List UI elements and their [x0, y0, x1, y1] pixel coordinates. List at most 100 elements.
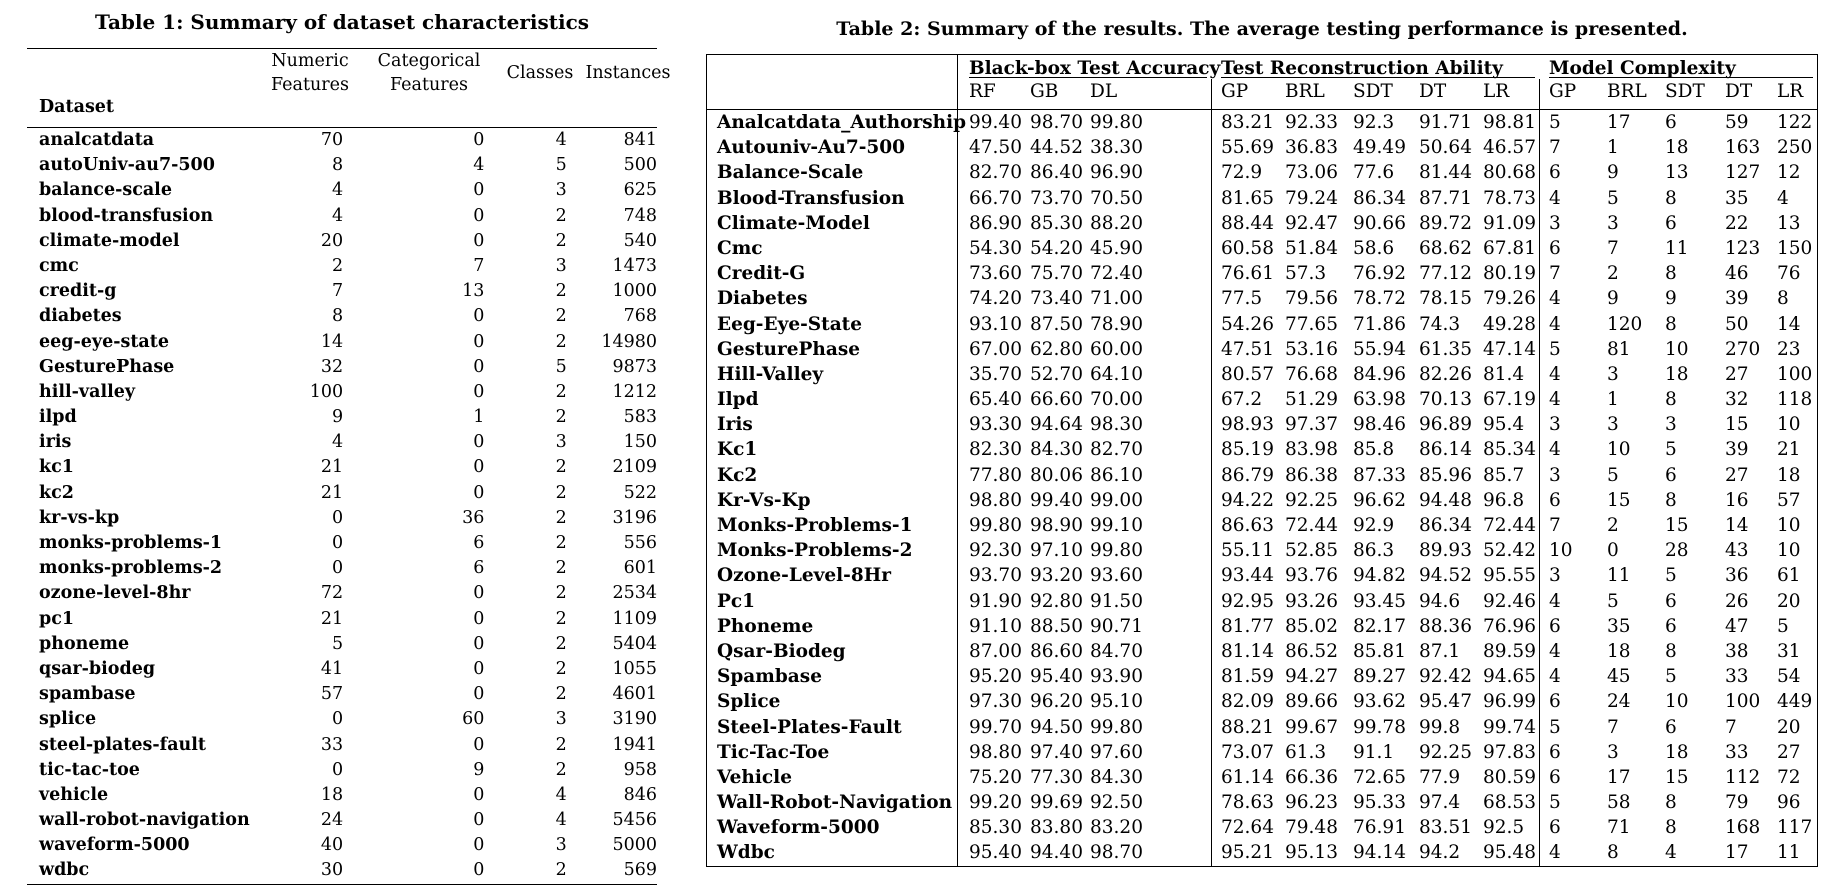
value-cell: 5 [1549, 792, 1561, 814]
categorical-cell: 13 [462, 281, 485, 302]
value-cell: 98.30 [1090, 414, 1143, 436]
value-cell: 86.3 [1353, 540, 1395, 562]
value-cell: 57.3 [1285, 263, 1327, 285]
value-cell: 96.62 [1353, 489, 1406, 511]
classes-cell: 4 [555, 130, 567, 150]
numeric-cell: 14 [320, 331, 344, 352]
value-cell: 80.59 [1483, 766, 1536, 788]
table-row: Tic-Tac-Toe 98.80 97.40 97.60 73.07 61.3 91.1 9… [707, 740, 1817, 765]
value-cell: 71.00 [1090, 288, 1143, 310]
header-numeric-features: Numeric Features [271, 51, 349, 95]
value-cell: 81.4 [1483, 363, 1525, 385]
value-cell: 100 [1777, 363, 1813, 385]
dataset-cell: Splice [717, 691, 781, 713]
table-row: Steel-Plates-Fault 99.70 94.50 99.80 88.21 99… [707, 715, 1817, 740]
value-cell: 60.58 [1221, 237, 1274, 259]
group-underline [1549, 77, 1813, 78]
value-cell: 46 [1725, 263, 1749, 285]
table-row: Pc1 91.90 92.80 91.50 92.95 93.26 93.45 94.6 92.… [707, 589, 1817, 614]
value-cell: 2 [1607, 263, 1619, 285]
table-row: wall-robot-navigation 24 0 4 5456 [27, 808, 657, 833]
instances-cell: 748 [623, 205, 657, 226]
value-cell: 4 [1549, 389, 1561, 411]
dataset-cell: Analcatdata_Authorship [717, 112, 967, 133]
value-cell: 4 [1665, 842, 1677, 864]
value-cell: 8 [1665, 489, 1677, 511]
value-cell: 81.77 [1221, 615, 1274, 637]
value-cell: 44.52 [1030, 137, 1083, 159]
value-cell: 8 [1665, 187, 1677, 209]
numeric-cell: 32 [320, 356, 344, 377]
value-cell: 91.50 [1090, 590, 1143, 612]
value-cell: 98.70 [1030, 112, 1083, 133]
value-cell: 95.33 [1353, 792, 1406, 814]
value-cell: 92.30 [969, 540, 1022, 562]
value-cell: 93.76 [1285, 565, 1338, 587]
classes-cell: 5 [555, 356, 567, 377]
value-cell: 36.83 [1285, 137, 1338, 159]
value-cell: 8 [1665, 817, 1677, 839]
value-cell: 73.07 [1221, 741, 1274, 763]
classes-cell: 2 [555, 558, 567, 579]
value-cell: 10 [1777, 540, 1801, 562]
value-cell: 86.34 [1353, 187, 1406, 209]
value-cell: 99.69 [1030, 792, 1083, 814]
dataset-cell: pc1 [39, 608, 75, 629]
value-cell: 47 [1725, 615, 1749, 637]
value-cell: 86.60 [1030, 640, 1083, 662]
table-2-body: Analcatdata_Authorship 99.40 98.70 99.80 83.… [707, 110, 1817, 866]
value-cell: 72.65 [1353, 766, 1406, 788]
value-cell: 99.78 [1353, 716, 1406, 738]
value-cell: 75.70 [1030, 263, 1083, 285]
value-cell: 76.91 [1353, 817, 1406, 839]
numeric-cell: 5 [331, 633, 344, 654]
value-cell: 81 [1607, 338, 1631, 360]
table-2-subheader: RF GB DL GP BRL SDT DT LR GP BRL SDT DT LR [707, 79, 1817, 110]
value-cell: 76.92 [1353, 263, 1406, 285]
value-cell: 92.25 [1285, 489, 1338, 511]
value-cell: 68.62 [1419, 237, 1472, 259]
dataset-cell: kc1 [39, 457, 74, 478]
value-cell: 11 [1665, 237, 1689, 259]
value-cell: 93.60 [1090, 565, 1143, 587]
value-cell: 5 [1549, 716, 1561, 738]
value-cell: 18 [1665, 137, 1689, 159]
value-cell: 96.89 [1419, 414, 1472, 436]
table-row: ilpd 9 1 2 583 [27, 405, 657, 430]
value-cell: 5 [1607, 464, 1619, 486]
value-cell: 5 [1665, 439, 1677, 461]
dataset-cell: Kr-Vs-Kp [717, 489, 811, 511]
value-cell: 3 [1607, 212, 1619, 234]
value-cell: 17 [1725, 842, 1749, 864]
value-cell: 28 [1665, 540, 1689, 562]
value-cell: 6 [1665, 590, 1677, 612]
value-cell: 95.40 [969, 842, 1022, 864]
table-row: Kc1 82.30 84.30 82.70 85.19 83.98 85.8 86.14 85.… [707, 437, 1817, 462]
value-cell: 91.71 [1419, 112, 1472, 133]
value-cell: 82.09 [1221, 691, 1274, 713]
instances-cell: 522 [623, 482, 657, 503]
value-cell: 45.90 [1090, 237, 1143, 259]
numeric-cell: 8 [331, 155, 344, 176]
categorical-cell: 60 [462, 709, 485, 730]
value-cell: 73.70 [1030, 187, 1083, 209]
instances-cell: 583 [623, 407, 657, 428]
value-cell: 15 [1665, 515, 1689, 536]
table-row: Kc2 77.80 80.06 86.10 86.79 86.38 87.33 85.96 85… [707, 463, 1817, 488]
value-cell: 83.80 [1030, 817, 1083, 839]
value-cell: 92.5 [1483, 817, 1525, 839]
value-cell: 9 [1607, 288, 1619, 310]
value-cell: 8 [1607, 842, 1619, 864]
instances-cell: 5404 [612, 633, 657, 654]
value-cell: 88.20 [1090, 212, 1143, 234]
numeric-cell: 4 [331, 205, 344, 226]
value-cell: 4 [1549, 590, 1561, 612]
categorical-cell: 0 [473, 457, 485, 478]
value-cell: 75.20 [969, 766, 1022, 788]
value-cell: 87.33 [1353, 464, 1406, 486]
value-cell: 84.96 [1353, 363, 1406, 385]
numeric-cell: 9 [331, 407, 344, 428]
instances-cell: 540 [623, 230, 657, 251]
value-cell: 20 [1777, 716, 1801, 738]
value-cell: 49.49 [1353, 137, 1406, 159]
